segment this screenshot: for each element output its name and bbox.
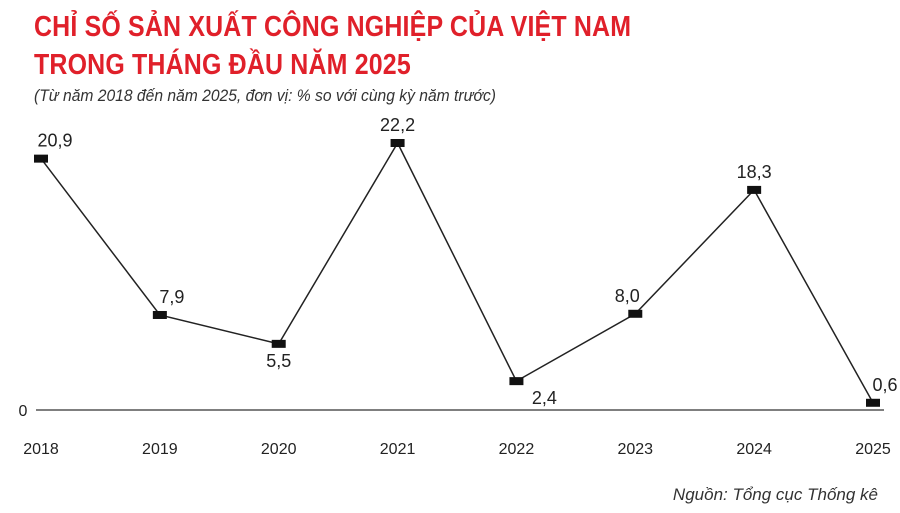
x-tick-label: 2021	[380, 441, 416, 458]
data-point-marker	[509, 377, 524, 386]
data-label: 8,0	[615, 286, 640, 306]
data-point-marker	[390, 139, 405, 147]
data-label: 0,6	[872, 375, 897, 395]
data-label: 18,3	[737, 162, 772, 182]
data-label: 7,9	[159, 287, 184, 307]
data-label: 22,2	[380, 115, 415, 135]
y-tick-label: 0	[19, 403, 28, 420]
data-label: 2,4	[532, 388, 557, 408]
data-point-marker	[152, 310, 167, 319]
series-line	[40, 141, 874, 404]
data-point-marker	[747, 185, 762, 194]
source-note: Nguồn: Tổng cục Thống kê	[672, 485, 878, 504]
data-point-marker	[34, 154, 48, 163]
x-tick-label: 2020	[261, 441, 297, 458]
x-tick-label: 2018	[23, 441, 59, 458]
chart-title-line-1: CHỈ SỐ SẢN XUẤT CÔNG NGHIỆP CỦA VIỆT NAM	[34, 11, 632, 43]
x-tick-label: 2019	[142, 441, 178, 458]
data-point-marker	[866, 398, 880, 407]
x-tick-label: 2023	[617, 441, 653, 458]
data-label: 5,5	[266, 351, 291, 371]
chart-subtitle: (Từ năm 2018 đến năm 2025, đơn vị: % so …	[34, 86, 496, 105]
x-tick-label: 2025	[855, 441, 891, 458]
data-label: 20,9	[37, 131, 72, 151]
x-tick-label: 2024	[736, 441, 772, 458]
chart-title-line-2: TRONG THÁNG ĐẦU NĂM 2025	[34, 49, 411, 81]
x-tick-label: 2022	[499, 441, 535, 458]
chart-title: CHỈ SỐ SẢN XUẤT CÔNG NGHIỆP CỦA VIỆT NAM…	[34, 8, 631, 84]
data-point-marker	[628, 309, 643, 318]
data-point-marker	[271, 339, 286, 348]
